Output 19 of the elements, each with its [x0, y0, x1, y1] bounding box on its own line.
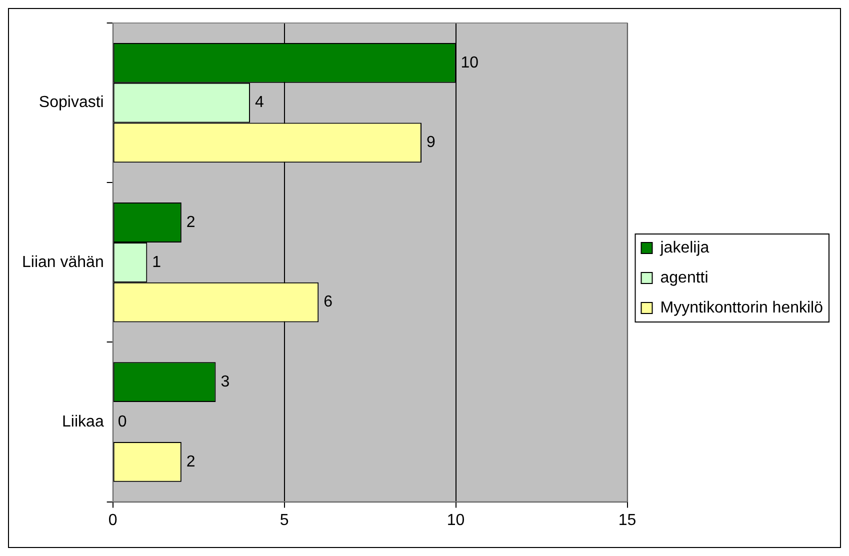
data-label: 0 — [118, 413, 127, 430]
legend-label: Myyntikonttorin henkilö — [660, 299, 824, 316]
data-label: 6 — [324, 294, 333, 311]
y-tick-label: Sopivasti — [38, 94, 104, 112]
legend-label: agentti — [660, 269, 708, 286]
x-tick-label: 5 — [280, 512, 289, 529]
data-label: 2 — [186, 214, 196, 231]
x-tick-label: 15 — [618, 512, 636, 529]
data-label: 1 — [152, 254, 162, 271]
legend-label: jakelija — [659, 239, 710, 256]
x-tick-label: 10 — [446, 512, 465, 529]
data-label: 3 — [220, 374, 230, 391]
y-tick-label: Liikaa — [62, 413, 104, 430]
data-label: 2 — [186, 453, 196, 470]
data-label: 4 — [255, 94, 264, 112]
y-tick-label: Liian vähän — [22, 254, 104, 271]
data-label: 9 — [426, 134, 436, 152]
x-tick-label: 0 — [108, 512, 118, 529]
data-label: 10 — [460, 54, 479, 72]
